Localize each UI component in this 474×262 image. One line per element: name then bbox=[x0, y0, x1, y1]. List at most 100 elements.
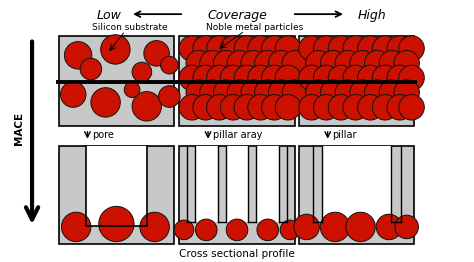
Bar bbox=[322, 145, 391, 222]
Circle shape bbox=[313, 95, 339, 120]
Circle shape bbox=[161, 56, 178, 74]
Circle shape bbox=[174, 220, 194, 240]
Circle shape bbox=[365, 50, 390, 76]
Circle shape bbox=[80, 58, 102, 80]
Circle shape bbox=[100, 35, 130, 64]
Circle shape bbox=[399, 95, 424, 120]
Circle shape bbox=[195, 219, 217, 241]
Circle shape bbox=[248, 95, 273, 120]
Circle shape bbox=[335, 80, 361, 105]
Circle shape bbox=[234, 95, 260, 120]
Circle shape bbox=[387, 36, 412, 61]
Circle shape bbox=[299, 95, 324, 120]
Circle shape bbox=[357, 95, 383, 120]
Circle shape bbox=[299, 65, 324, 91]
Circle shape bbox=[179, 95, 205, 120]
Bar bbox=[179, 36, 295, 126]
Circle shape bbox=[394, 50, 419, 76]
Circle shape bbox=[268, 50, 294, 76]
Circle shape bbox=[379, 80, 405, 105]
Circle shape bbox=[343, 36, 368, 61]
Circle shape bbox=[193, 95, 219, 120]
Circle shape bbox=[320, 80, 346, 105]
Circle shape bbox=[220, 65, 246, 91]
Text: Noble metal particles: Noble metal particles bbox=[206, 23, 303, 32]
Bar bbox=[226, 145, 248, 222]
Circle shape bbox=[328, 65, 354, 91]
Circle shape bbox=[372, 36, 398, 61]
Circle shape bbox=[62, 212, 91, 242]
Circle shape bbox=[227, 50, 253, 76]
Circle shape bbox=[350, 80, 375, 105]
Circle shape bbox=[220, 95, 246, 120]
Circle shape bbox=[179, 65, 205, 91]
Circle shape bbox=[328, 95, 354, 120]
Bar bbox=[195, 145, 218, 222]
Bar bbox=[58, 36, 174, 126]
Circle shape bbox=[207, 95, 232, 120]
Circle shape bbox=[320, 212, 350, 242]
Bar bbox=[58, 145, 174, 244]
Circle shape bbox=[387, 65, 412, 91]
Circle shape bbox=[372, 65, 398, 91]
Text: pore: pore bbox=[92, 130, 114, 140]
Circle shape bbox=[193, 36, 219, 61]
Circle shape bbox=[248, 36, 273, 61]
Circle shape bbox=[140, 212, 169, 242]
Circle shape bbox=[144, 41, 169, 66]
Circle shape bbox=[294, 214, 319, 240]
Circle shape bbox=[193, 65, 219, 91]
Circle shape bbox=[158, 86, 180, 107]
Circle shape bbox=[220, 36, 246, 61]
Circle shape bbox=[394, 80, 419, 105]
Circle shape bbox=[99, 206, 134, 242]
Circle shape bbox=[241, 50, 266, 76]
Circle shape bbox=[399, 36, 424, 61]
Circle shape bbox=[262, 36, 287, 61]
Circle shape bbox=[132, 92, 162, 121]
Circle shape bbox=[387, 95, 412, 120]
Circle shape bbox=[207, 36, 232, 61]
Bar bbox=[299, 145, 414, 244]
Bar bbox=[86, 145, 147, 226]
Circle shape bbox=[255, 50, 280, 76]
Text: pillar: pillar bbox=[333, 130, 357, 140]
Circle shape bbox=[282, 80, 308, 105]
Circle shape bbox=[357, 65, 383, 91]
Circle shape bbox=[234, 36, 260, 61]
Circle shape bbox=[376, 214, 402, 240]
Circle shape bbox=[395, 215, 419, 239]
Circle shape bbox=[282, 50, 308, 76]
Circle shape bbox=[213, 50, 239, 76]
Circle shape bbox=[379, 50, 405, 76]
Circle shape bbox=[399, 65, 424, 91]
Circle shape bbox=[186, 50, 211, 76]
Circle shape bbox=[372, 95, 398, 120]
Bar bbox=[256, 145, 279, 222]
Circle shape bbox=[313, 36, 339, 61]
Circle shape bbox=[280, 220, 300, 240]
Bar bbox=[179, 145, 295, 244]
Circle shape bbox=[313, 65, 339, 91]
Text: Silicon substrate: Silicon substrate bbox=[92, 23, 168, 32]
Circle shape bbox=[64, 42, 92, 69]
Circle shape bbox=[365, 80, 390, 105]
Circle shape bbox=[357, 36, 383, 61]
Circle shape bbox=[241, 80, 266, 105]
Circle shape bbox=[306, 80, 331, 105]
Circle shape bbox=[335, 50, 361, 76]
Circle shape bbox=[200, 50, 225, 76]
Circle shape bbox=[227, 80, 253, 105]
Circle shape bbox=[299, 36, 324, 61]
Circle shape bbox=[207, 65, 232, 91]
Circle shape bbox=[275, 95, 301, 120]
Circle shape bbox=[179, 36, 205, 61]
Circle shape bbox=[328, 36, 354, 61]
Circle shape bbox=[132, 62, 152, 82]
Text: Low: Low bbox=[97, 9, 122, 22]
Circle shape bbox=[275, 36, 301, 61]
Circle shape bbox=[320, 50, 346, 76]
Circle shape bbox=[226, 219, 248, 241]
Circle shape bbox=[275, 65, 301, 91]
Bar bbox=[299, 36, 414, 126]
